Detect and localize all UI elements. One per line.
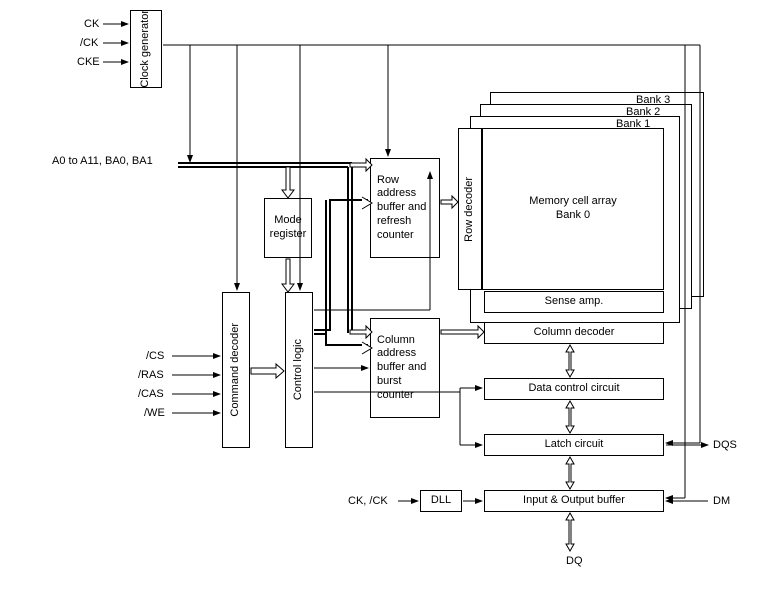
sig-ck: CK bbox=[84, 18, 99, 30]
column-decoder-label: Column decoder bbox=[534, 326, 615, 340]
io-buffer: Input & Output buffer bbox=[484, 490, 664, 512]
latch-circuit-label: Latch circuit bbox=[545, 438, 604, 452]
clock-generator-label: Clock generator bbox=[139, 10, 153, 88]
bank2-label: Bank 2 bbox=[626, 106, 660, 118]
row-decoder: Row decoder bbox=[458, 128, 482, 290]
sig-ncs: /CS bbox=[146, 350, 164, 362]
column-decoder: Column decoder bbox=[484, 322, 664, 344]
memory-cell-array-label1: Memory cell array bbox=[529, 195, 616, 209]
row-address-buffer-label: Row address buffer and refresh counter bbox=[377, 174, 433, 243]
latch-circuit: Latch circuit bbox=[484, 434, 664, 456]
sig-ncas: /CAS bbox=[138, 388, 164, 400]
io-buffer-label: Input & Output buffer bbox=[523, 494, 625, 508]
data-control-circuit: Data control circuit bbox=[484, 378, 664, 400]
memory-cell-array-label2: Bank 0 bbox=[556, 209, 590, 223]
dll: DLL bbox=[420, 490, 462, 512]
dll-label: DLL bbox=[431, 494, 451, 508]
mode-register-label: Mode register bbox=[265, 214, 311, 242]
sig-dqs: DQS bbox=[713, 439, 737, 451]
sig-ck-nck: CK, /CK bbox=[348, 495, 388, 507]
command-decoder: Command decoder bbox=[222, 292, 250, 448]
sig-dm: DM bbox=[713, 495, 730, 507]
sig-dq: DQ bbox=[566, 555, 583, 567]
control-logic-label: Control logic bbox=[292, 339, 306, 400]
row-address-buffer: Row address buffer and refresh counter bbox=[370, 158, 440, 258]
sig-nck: /CK bbox=[80, 37, 98, 49]
row-decoder-label: Row decoder bbox=[463, 177, 477, 242]
sense-amp: Sense amp. bbox=[484, 291, 664, 313]
col-address-buffer: Column address buffer and burst counter bbox=[370, 318, 440, 418]
command-decoder-label: Command decoder bbox=[229, 323, 243, 417]
clock-generator: Clock generator bbox=[130, 10, 162, 88]
mode-register: Mode register bbox=[264, 198, 312, 258]
sig-nras: /RAS bbox=[138, 369, 164, 381]
memory-cell-array: Memory cell array Bank 0 bbox=[482, 128, 664, 290]
col-address-buffer-label: Column address buffer and burst counter bbox=[377, 334, 433, 403]
control-logic: Control logic bbox=[285, 292, 313, 448]
bank3-label: Bank 3 bbox=[636, 94, 670, 106]
sig-cke: CKE bbox=[77, 56, 100, 68]
sig-nwe: /WE bbox=[144, 407, 165, 419]
sig-addr: A0 to A11, BA0, BA1 bbox=[52, 155, 153, 167]
data-control-circuit-label: Data control circuit bbox=[528, 382, 619, 396]
sense-amp-label: Sense amp. bbox=[545, 295, 604, 309]
